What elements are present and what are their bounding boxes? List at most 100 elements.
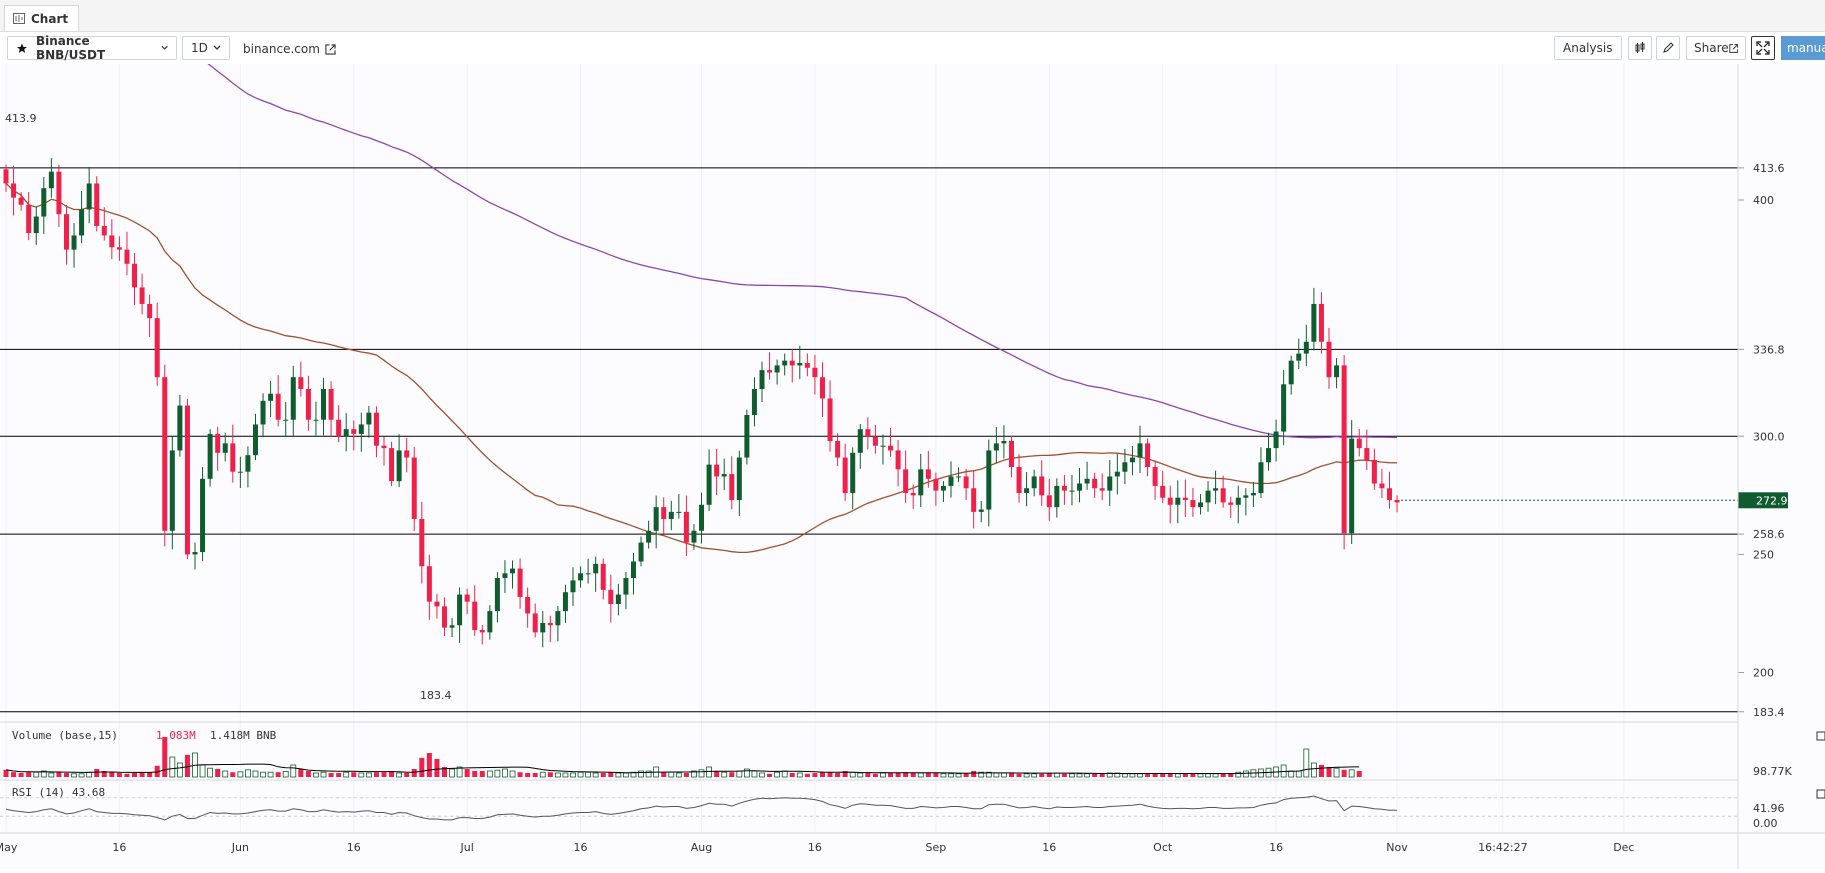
candle-body[interactable] bbox=[1107, 476, 1113, 491]
candle-body[interactable] bbox=[162, 377, 168, 531]
candle-body[interactable] bbox=[230, 443, 236, 472]
volume-bar[interactable] bbox=[305, 771, 311, 777]
volume-bar[interactable] bbox=[1092, 773, 1098, 777]
candle-body[interactable] bbox=[517, 568, 523, 597]
volume-bar[interactable] bbox=[1333, 767, 1340, 778]
candle-body[interactable] bbox=[1364, 448, 1370, 460]
candle-body[interactable] bbox=[48, 171, 54, 189]
rsi-line[interactable] bbox=[5, 795, 1397, 821]
volume-bar[interactable] bbox=[736, 770, 743, 778]
candle-body[interactable] bbox=[215, 433, 221, 453]
symbol-button[interactable]: Binance BNB/USDT bbox=[7, 34, 177, 62]
volume-bar[interactable] bbox=[743, 768, 750, 778]
candle-body[interactable] bbox=[396, 450, 402, 482]
candle-body[interactable] bbox=[18, 197, 24, 205]
volume-bar[interactable] bbox=[608, 772, 614, 777]
candle-body[interactable] bbox=[653, 507, 659, 531]
volume-bar[interactable] bbox=[910, 773, 916, 777]
candle-body[interactable] bbox=[124, 249, 130, 264]
candle-body[interactable] bbox=[646, 530, 652, 543]
volume-bar[interactable] bbox=[615, 772, 622, 778]
candle-body[interactable] bbox=[464, 594, 470, 602]
volume-bar[interactable] bbox=[895, 773, 901, 777]
candle-body[interactable] bbox=[41, 188, 47, 217]
candle-body[interactable] bbox=[1318, 303, 1324, 342]
candle-body[interactable] bbox=[540, 622, 546, 633]
candle-body[interactable] bbox=[850, 452, 856, 493]
volume-bar[interactable] bbox=[917, 772, 924, 778]
volume-bar[interactable] bbox=[570, 772, 576, 778]
candle-body[interactable] bbox=[1069, 490, 1075, 492]
candle-body[interactable] bbox=[434, 601, 440, 607]
interval-button[interactable]: 1D bbox=[182, 36, 230, 60]
volume-bar[interactable] bbox=[260, 771, 266, 778]
volume-bar[interactable] bbox=[18, 773, 24, 777]
candle-body[interactable] bbox=[1386, 488, 1392, 501]
candle-body[interactable] bbox=[1326, 341, 1332, 378]
volume-bar[interactable] bbox=[698, 769, 705, 778]
candle-body[interactable] bbox=[1288, 360, 1294, 385]
volume-bar[interactable] bbox=[222, 770, 229, 778]
candle-body[interactable] bbox=[585, 573, 591, 575]
candle-body[interactable] bbox=[993, 443, 999, 451]
candle-body[interactable] bbox=[1122, 462, 1128, 472]
candle-body[interactable] bbox=[1046, 495, 1052, 508]
candle-body[interactable] bbox=[623, 578, 629, 595]
candle-body[interactable] bbox=[290, 377, 296, 420]
volume-bar[interactable] bbox=[585, 771, 592, 778]
volume-bar[interactable] bbox=[1001, 772, 1007, 778]
candle-body[interactable] bbox=[1258, 462, 1264, 493]
volume-bar[interactable] bbox=[116, 773, 122, 777]
volume-bar[interactable] bbox=[903, 772, 909, 777]
volume-bar[interactable] bbox=[577, 771, 584, 778]
volume-bar[interactable] bbox=[638, 770, 644, 778]
candle-body[interactable] bbox=[1235, 497, 1241, 505]
candle-body[interactable] bbox=[1303, 341, 1309, 354]
volume-bar[interactable] bbox=[132, 773, 138, 777]
volume-bar[interactable] bbox=[169, 756, 176, 778]
candle-body[interactable] bbox=[132, 263, 138, 288]
volume-bar[interactable] bbox=[714, 771, 720, 777]
candle-body[interactable] bbox=[11, 183, 17, 198]
candle-body[interactable] bbox=[1190, 500, 1196, 508]
candle-body[interactable] bbox=[1024, 488, 1030, 493]
volume-bar[interactable] bbox=[275, 772, 281, 777]
volume-bar[interactable] bbox=[365, 772, 372, 778]
candle-body[interactable] bbox=[532, 613, 538, 633]
volume-bar[interactable] bbox=[796, 772, 803, 778]
volume-bar[interactable] bbox=[162, 737, 168, 777]
candle-body[interactable] bbox=[1077, 483, 1083, 491]
candle-body[interactable] bbox=[940, 485, 946, 491]
volume-bar[interactable] bbox=[1174, 773, 1181, 778]
candle-body[interactable] bbox=[986, 450, 992, 510]
candle-body[interactable] bbox=[835, 440, 841, 458]
volume-bar[interactable] bbox=[351, 772, 357, 777]
volume-bar[interactable] bbox=[978, 771, 985, 778]
settings-icon[interactable] bbox=[1816, 731, 1825, 741]
candle-body[interactable] bbox=[971, 488, 977, 512]
candle-body[interactable] bbox=[1356, 438, 1362, 449]
candle-body[interactable] bbox=[1039, 476, 1045, 496]
volume-bar[interactable] bbox=[426, 753, 432, 777]
candle-body[interactable] bbox=[63, 214, 69, 250]
candle-body[interactable] bbox=[26, 204, 32, 234]
candle-body[interactable] bbox=[86, 183, 92, 210]
candle-body[interactable] bbox=[472, 601, 478, 631]
candle-body[interactable] bbox=[404, 450, 410, 458]
candle-body[interactable] bbox=[615, 594, 621, 605]
candle-body[interactable] bbox=[79, 209, 85, 236]
candle-body[interactable] bbox=[1092, 478, 1098, 489]
volume-bar[interactable] bbox=[381, 772, 387, 777]
candle-body[interactable] bbox=[600, 563, 606, 590]
volume-bar[interactable] bbox=[237, 771, 244, 778]
volume-bar[interactable] bbox=[789, 773, 795, 777]
candle-body[interactable] bbox=[328, 389, 334, 420]
volume-bar[interactable] bbox=[751, 770, 758, 778]
volume-bar[interactable] bbox=[1008, 773, 1014, 777]
volume-bar[interactable] bbox=[729, 772, 735, 777]
volume-bar[interactable] bbox=[1182, 773, 1188, 777]
volume-bar[interactable] bbox=[336, 773, 342, 777]
candle-body[interactable] bbox=[1084, 478, 1090, 484]
volume-bar[interactable] bbox=[1228, 773, 1234, 777]
candle-body[interactable] bbox=[116, 247, 122, 250]
